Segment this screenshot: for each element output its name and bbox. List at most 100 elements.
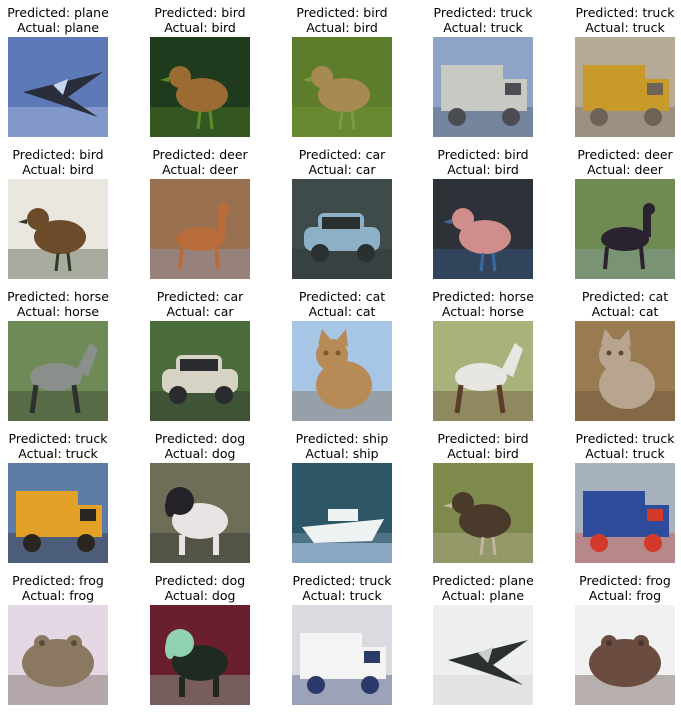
prediction-cell: Predicted: cat Actual: cat — [287, 289, 397, 421]
prediction-cell: Predicted: frog Actual: frog — [570, 573, 680, 705]
prediction-cell: Predicted: deer Actual: deer — [570, 147, 680, 279]
predicted-label: Predicted: deer — [152, 147, 248, 162]
thumbnail-image — [292, 605, 392, 705]
car-icon — [292, 179, 392, 279]
prediction-cell: Predicted: bird Actual: bird — [428, 431, 538, 563]
ship-icon — [292, 463, 392, 563]
thumbnail-image — [292, 179, 392, 279]
prediction-cell: Predicted: truck Actual: truck — [570, 5, 680, 137]
plane-icon — [433, 605, 533, 705]
predicted-label: Predicted: bird — [437, 147, 529, 162]
actual-label: Actual: bird — [306, 20, 378, 35]
predicted-label: Predicted: truck — [433, 5, 533, 20]
thumbnail-image — [433, 179, 533, 279]
prediction-cell: Predicted: plane Actual: plane — [428, 573, 538, 705]
prediction-cell: Predicted: dog Actual: dog — [145, 431, 255, 563]
prediction-cell: Predicted: truck Actual: truck — [3, 431, 113, 563]
predicted-label: Predicted: cat — [298, 289, 386, 304]
bird-icon — [292, 37, 392, 137]
predicted-label: Predicted: horse — [432, 289, 534, 304]
actual-label: Actual: bird — [164, 20, 236, 35]
thumbnail-image — [150, 37, 250, 137]
deer-icon — [150, 179, 250, 279]
prediction-cell: Predicted: truck Actual: truck — [428, 5, 538, 137]
bird-icon — [433, 179, 533, 279]
plane-icon — [8, 37, 108, 137]
prediction-cell: Predicted: ship Actual: ship — [287, 431, 397, 563]
prediction-cell: Predicted: bird Actual: bird — [287, 5, 397, 137]
truck-icon — [8, 463, 108, 563]
prediction-cell: Predicted: bird Actual: bird — [3, 147, 113, 279]
thumbnail-image — [8, 37, 108, 137]
prediction-cell: Predicted: truck Actual: truck — [287, 573, 397, 705]
thumbnail-image — [575, 179, 675, 279]
actual-label: Actual: plane — [441, 588, 525, 603]
predicted-label: Predicted: bird — [12, 147, 104, 162]
thumbnail-image — [433, 321, 533, 421]
dog-icon — [150, 605, 250, 705]
predicted-label: Predicted: truck — [292, 573, 392, 588]
predicted-label: Predicted: truck — [8, 431, 108, 446]
prediction-cell: Predicted: dog Actual: dog — [145, 573, 255, 705]
thumbnail-image — [575, 605, 675, 705]
thumbnail-image — [8, 605, 108, 705]
predicted-label: Predicted: frog — [12, 573, 104, 588]
thumbnail-image — [8, 321, 108, 421]
predicted-label: Predicted: bird — [154, 5, 246, 20]
actual-label: Actual: car — [166, 304, 234, 319]
predicted-label: Predicted: car — [298, 147, 386, 162]
predicted-label: Predicted: frog — [579, 573, 671, 588]
actual-label: Actual: horse — [441, 304, 525, 319]
prediction-cell: Predicted: bird Actual: bird — [145, 5, 255, 137]
thumbnail-image — [150, 179, 250, 279]
dog-icon — [150, 463, 250, 563]
thumbnail-image — [433, 605, 533, 705]
actual-label: Actual: dog — [164, 588, 236, 603]
actual-label: Actual: deer — [162, 162, 238, 177]
actual-label: Actual: cat — [308, 304, 376, 319]
actual-label: Actual: truck — [585, 446, 665, 461]
actual-label: Actual: horse — [16, 304, 100, 319]
thumbnail-image — [575, 37, 675, 137]
actual-label: Actual: truck — [443, 20, 523, 35]
deer-icon — [575, 179, 675, 279]
predicted-label: Predicted: car — [156, 289, 244, 304]
actual-label: Actual: truck — [18, 446, 98, 461]
truck-icon — [292, 605, 392, 705]
thumbnail-image — [433, 463, 533, 563]
thumbnail-image — [8, 179, 108, 279]
prediction-cell: Predicted: truck Actual: truck — [570, 431, 680, 563]
prediction-cell: Predicted: frog Actual: frog — [3, 573, 113, 705]
bird-icon — [433, 463, 533, 563]
truck-icon — [575, 37, 675, 137]
prediction-cell: Predicted: horse Actual: horse — [428, 289, 538, 421]
frog-icon — [575, 605, 675, 705]
predicted-label: Predicted: plane — [7, 5, 109, 20]
actual-label: Actual: bird — [447, 446, 519, 461]
prediction-cell: Predicted: plane Actual: plane — [3, 5, 113, 137]
predicted-label: Predicted: plane — [432, 573, 534, 588]
predicted-label: Predicted: horse — [7, 289, 109, 304]
actual-label: Actual: ship — [305, 446, 379, 461]
thumbnail-image — [150, 463, 250, 563]
actual-label: Actual: bird — [447, 162, 519, 177]
thumbnail-image — [292, 37, 392, 137]
actual-label: Actual: bird — [22, 162, 94, 177]
thumbnail-image — [575, 321, 675, 421]
actual-label: Actual: car — [308, 162, 376, 177]
thumbnail-image — [575, 463, 675, 563]
prediction-cell: Predicted: horse Actual: horse — [3, 289, 113, 421]
thumbnail-image — [150, 321, 250, 421]
predicted-label: Predicted: cat — [581, 289, 669, 304]
predicted-label: Predicted: truck — [575, 5, 675, 20]
predicted-label: Predicted: deer — [577, 147, 673, 162]
actual-label: Actual: frog — [21, 588, 95, 603]
thumbnail-image — [292, 463, 392, 563]
truck-icon — [575, 463, 675, 563]
actual-label: Actual: frog — [588, 588, 662, 603]
bird-icon — [150, 37, 250, 137]
prediction-cell: Predicted: cat Actual: cat — [570, 289, 680, 421]
prediction-cell: Predicted: car Actual: car — [145, 289, 255, 421]
truck-icon — [433, 37, 533, 137]
thumbnail-image — [150, 605, 250, 705]
